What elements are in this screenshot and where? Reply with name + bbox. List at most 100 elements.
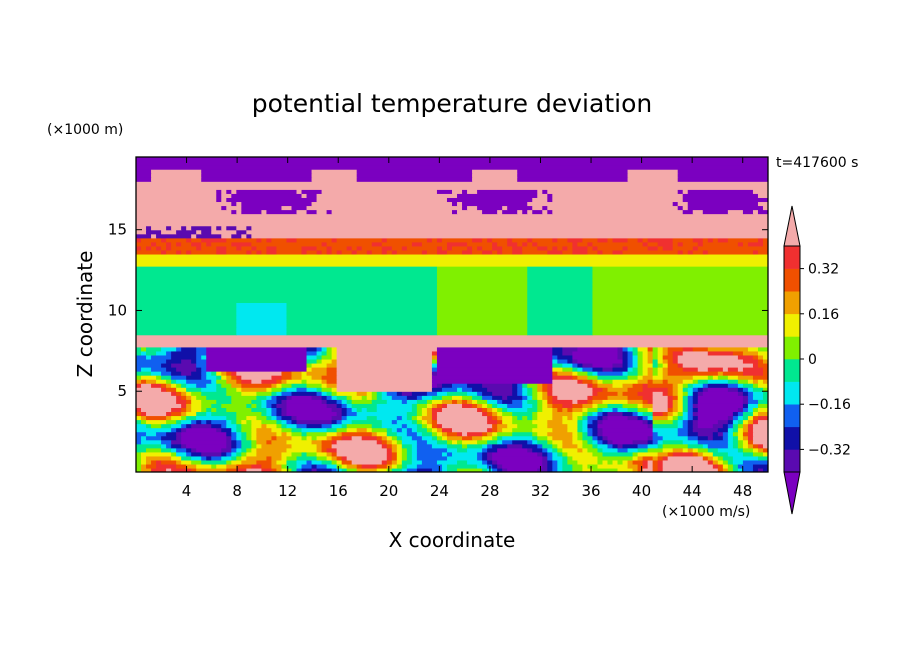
- contour-cell: [311, 367, 328, 372]
- contour-cell: [612, 249, 624, 255]
- contour-cell: [251, 241, 323, 247]
- contour-cell: [221, 383, 232, 388]
- contour-cell: [256, 451, 283, 457]
- contour-cell: [492, 245, 503, 251]
- contour-cell: [316, 443, 323, 449]
- contour-cell: [647, 367, 654, 372]
- contour-cell: [652, 350, 659, 356]
- contour-cell: [472, 435, 483, 441]
- contour-cell: [236, 302, 288, 308]
- contour-cell: [737, 407, 744, 413]
- contour-cell: [622, 391, 639, 396]
- contour-cell: [672, 387, 679, 392]
- contour-cell: [677, 249, 684, 255]
- contour-cell: [176, 367, 197, 372]
- contour-cell: [587, 423, 599, 429]
- contour-cell: [201, 399, 217, 404]
- contour-cell: [136, 241, 152, 247]
- contour-cell: [446, 241, 468, 247]
- contour-cell: [697, 451, 704, 457]
- contour-cell: [747, 346, 759, 352]
- contour-cell: [707, 443, 729, 449]
- contour-cell: [587, 407, 599, 413]
- contour-cell: [562, 455, 568, 461]
- contour-cell: [492, 237, 508, 243]
- contour-cell: [236, 411, 262, 417]
- contour-cell: [522, 245, 538, 251]
- contour-cell: [386, 439, 393, 445]
- contour-cell: [757, 237, 764, 243]
- contour-cell: [757, 209, 768, 215]
- x-axis: 4 8 12 16 20 24 28 32 36 40 44 48: [182, 157, 752, 500]
- contour-cell: [186, 379, 212, 384]
- contour-cell: [336, 379, 433, 384]
- contour-cell: [542, 387, 548, 392]
- contour-cell: [281, 407, 288, 413]
- contour-cell: [206, 241, 212, 247]
- contour-cell: [677, 169, 768, 174]
- contour-cell: [617, 350, 624, 356]
- contour-cell: [261, 443, 293, 449]
- contour-cell: [522, 415, 528, 421]
- contour-cell: [401, 415, 408, 421]
- contour-cell: [572, 403, 584, 408]
- contour-cell: [406, 463, 418, 469]
- contour-cell: [497, 411, 503, 417]
- contour-cell: [226, 197, 318, 203]
- contour-cell: [682, 439, 699, 445]
- contour-cell: [527, 201, 674, 207]
- contour-cell: [642, 415, 649, 421]
- contour-cell: [452, 439, 458, 445]
- contour-cell: [597, 435, 604, 441]
- contour-cell: [386, 391, 398, 396]
- contour-cell: [166, 415, 172, 421]
- contour-cell: [752, 375, 768, 380]
- contour-cell: [662, 367, 669, 372]
- contour-cell: [371, 399, 388, 404]
- contour-cell: [467, 241, 493, 247]
- contour-cell: [136, 330, 237, 336]
- contour-cell: [251, 447, 257, 453]
- contour-cell: [692, 209, 704, 215]
- contour-cell: [136, 257, 768, 263]
- contour-cell: [637, 463, 644, 469]
- contour-cell: [547, 383, 553, 388]
- contour-cell: [161, 245, 167, 251]
- contour-cell: [186, 403, 192, 408]
- contour-cell: [251, 439, 257, 445]
- contour-cell: [171, 371, 182, 376]
- contour-cell: [572, 415, 578, 421]
- contour-cell: [647, 346, 654, 352]
- contour-cell: [436, 383, 443, 388]
- contour-cell: [326, 391, 333, 396]
- contour-cell: [446, 197, 533, 203]
- contour-cell: [436, 294, 528, 299]
- colorbar-tick-label: 0: [808, 352, 817, 368]
- contour-cell: [191, 225, 212, 231]
- contour-cell: [136, 379, 142, 384]
- contour-cell: [321, 399, 328, 404]
- contour-cell: [436, 298, 528, 303]
- contour-cell: [226, 205, 242, 211]
- contour-cell: [416, 439, 428, 445]
- contour-cell: [672, 399, 679, 404]
- contour-cell: [311, 177, 358, 182]
- contour-cell: [477, 205, 503, 211]
- contour-cell: [241, 375, 273, 380]
- contour-cell: [396, 391, 403, 396]
- contour-cell: [271, 403, 278, 408]
- contour-cell: [542, 395, 548, 400]
- contour-cell: [687, 383, 694, 388]
- contour-cell: [592, 302, 768, 308]
- contour-cell: [136, 209, 232, 215]
- contour-cell: [587, 431, 594, 437]
- contour-cell: [291, 451, 303, 457]
- contour-cell: [732, 439, 739, 445]
- contour-cell: [336, 346, 438, 352]
- contour-cell: [351, 459, 383, 465]
- contour-cell: [406, 423, 418, 429]
- contour-cell: [562, 346, 578, 352]
- contour-cell: [487, 451, 493, 457]
- contour-cell: [176, 447, 187, 453]
- contour-cell: [216, 463, 227, 469]
